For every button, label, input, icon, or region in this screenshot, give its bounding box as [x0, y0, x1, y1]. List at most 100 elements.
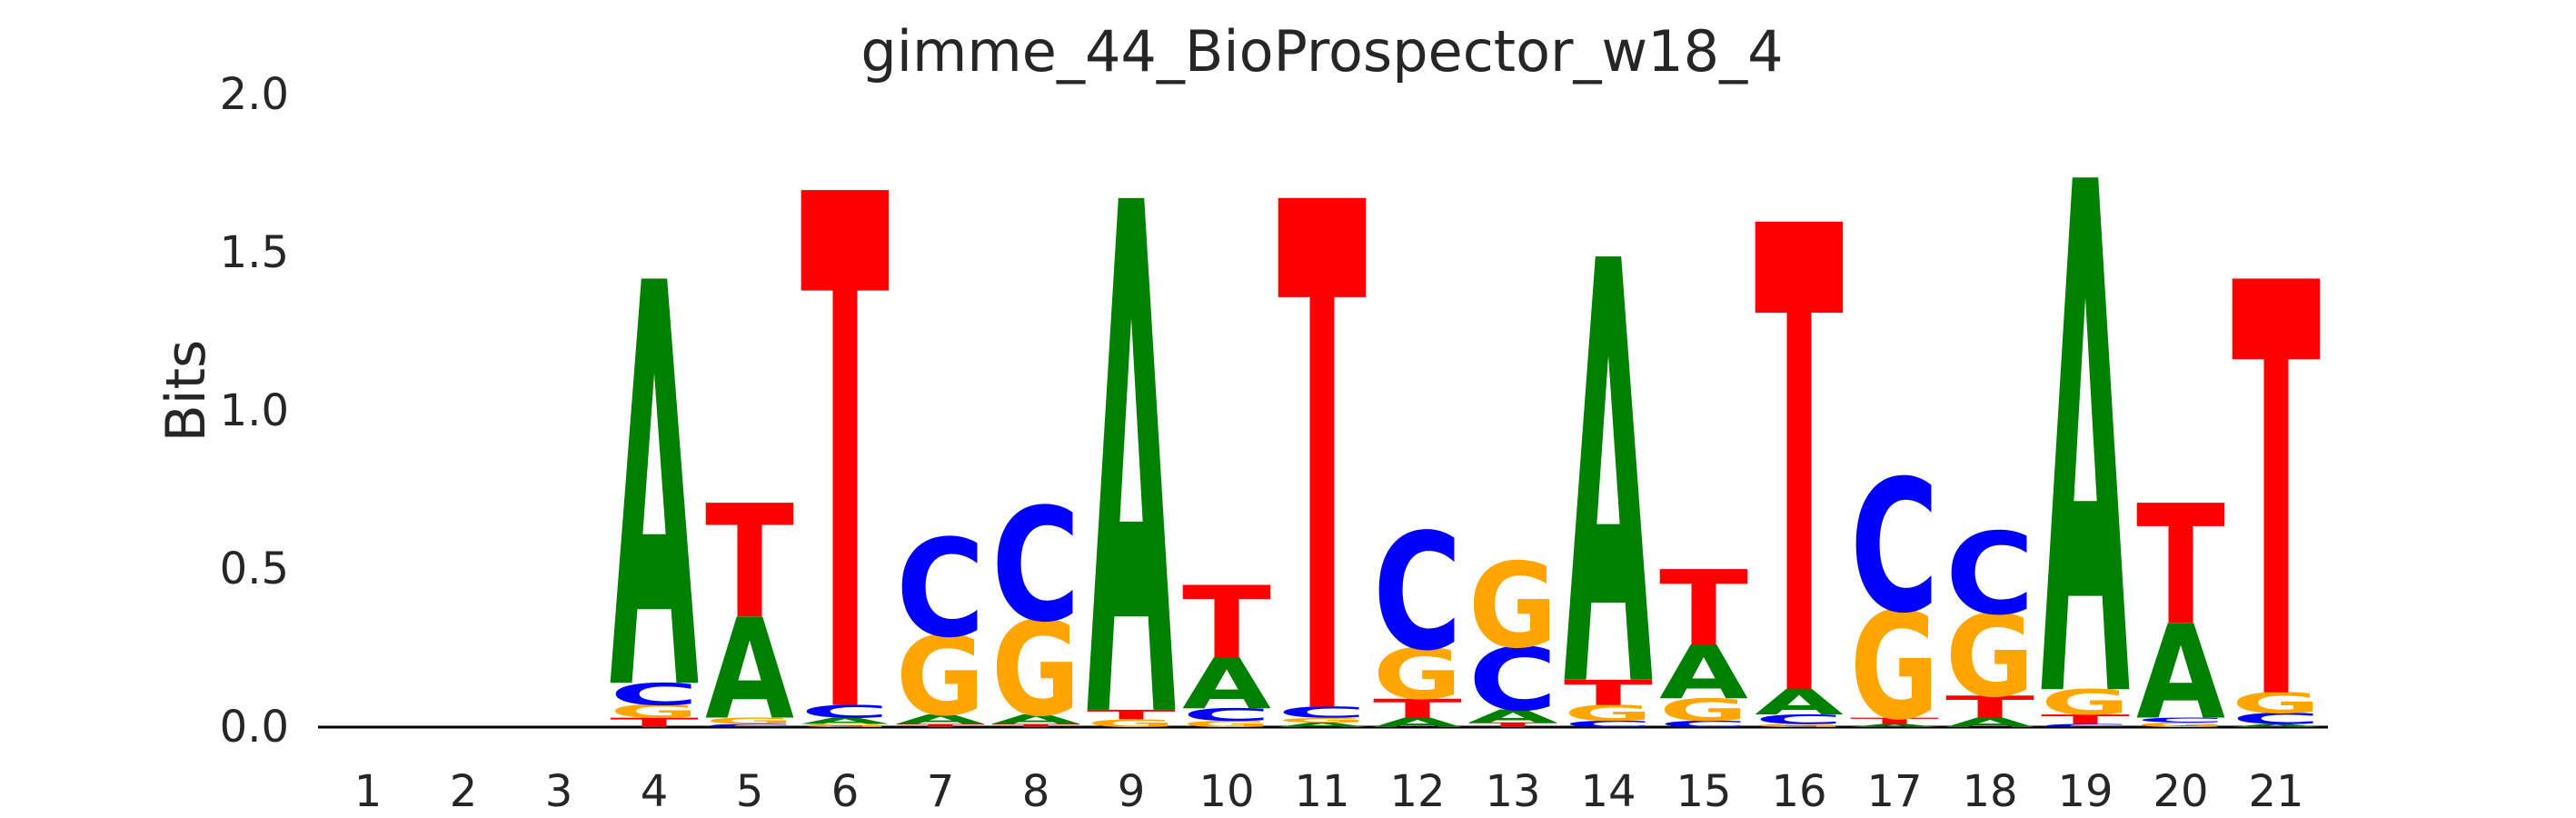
logo-column-9: GTA: [1087, 58, 1177, 818]
logo-letter-G-pos11: G: [1278, 716, 1367, 723]
logo-letter-G-pos20: G: [2136, 721, 2225, 728]
logo-letter-T-pos12: T: [1373, 694, 1462, 724]
logo-letter-T-pos10: T: [1182, 565, 1271, 681]
logo-letter-G-pos8: G: [991, 594, 1080, 746]
logo-letter-T-pos8: T: [991, 723, 1080, 729]
logo-letter-C-pos4: C: [610, 677, 699, 713]
logo-letter-C-pos16: C: [1755, 712, 1844, 727]
logo-letter-A-pos20: A: [2136, 597, 2225, 749]
logo-letter-A-pos10: A: [1182, 643, 1271, 724]
logo-letter-C-pos18: C: [1945, 508, 2034, 640]
x-tick-label-14: 14: [1580, 766, 1636, 817]
logo-letter-T-pos15: T: [1659, 549, 1748, 670]
x-tick-label-20: 20: [2153, 766, 2208, 817]
logo-letter-C-pos12: C: [1373, 499, 1462, 685]
logo-letter-C-pos8: C: [991, 476, 1080, 657]
logo-letter-A-pos21: A: [2232, 723, 2321, 729]
logo-letter-T-pos6: T: [801, 50, 890, 818]
logo-letter-C-pos5: C: [705, 723, 794, 729]
x-tick-label-18: 18: [1962, 766, 2017, 817]
logo-letter-C-pos20: C: [2136, 716, 2225, 723]
y-tick-label-1.0: 1.0: [220, 385, 289, 436]
logo-letter-G-pos12: G: [1373, 633, 1462, 714]
logo-letter-G-pos6: G: [801, 723, 890, 729]
logo-letter-A-pos12: A: [1373, 715, 1462, 731]
x-tick-label-11: 11: [1294, 766, 1349, 817]
logo-letter-A-pos13: A: [1468, 706, 1558, 726]
x-tick-label-16: 16: [1771, 766, 1826, 817]
logo-letter-C-pos10: C: [1182, 704, 1271, 724]
logo-letter-C-pos11: C: [1278, 703, 1367, 722]
logo-letter-A-pos19: A: [2041, 38, 2131, 818]
x-tick-label-4: 4: [641, 766, 669, 817]
logo-letter-C-pos14: C: [1564, 719, 1653, 729]
x-tick-label-2: 2: [450, 766, 478, 817]
logo-letter-A-pos6: A: [801, 716, 890, 726]
y-tick-label-1.5: 1.5: [220, 227, 289, 278]
y-tick-label-2.0: 2.0: [220, 69, 289, 120]
logo-letter-C-pos6: C: [801, 702, 890, 722]
logo-letter-C-pos19: C: [2041, 723, 2130, 729]
x-tick-label-10: 10: [1198, 766, 1254, 817]
logo-letter-C-pos7: C: [896, 511, 985, 667]
logo-letter-T-pos17: T: [1850, 716, 1940, 726]
logo-letter-T-pos20: T: [2136, 470, 2225, 663]
x-tick-label-21: 21: [2248, 766, 2303, 817]
logo-letter-G-pos4: G: [610, 702, 699, 722]
chart-title: gimme_44_BioProspector_w18_4: [860, 18, 1784, 85]
logo-letter-G-pos19: G: [2041, 683, 2130, 723]
logo-letter-A-pos14: A: [1564, 141, 1654, 816]
logo-letter-G-pos17: G: [1850, 581, 1939, 753]
logo-letter-T-pos13: T: [1468, 721, 1557, 728]
logo-letter-A-pos18: A: [1945, 715, 2034, 731]
logo-letter-C-pos17: C: [1850, 443, 1939, 654]
x-tick-label-17: 17: [1866, 766, 1922, 817]
logo-letter-T-pos5: T: [705, 474, 794, 654]
logo-letter-G-pos15: G: [1659, 693, 1748, 728]
x-tick-label-6: 6: [831, 766, 860, 817]
logo-letter-A-pos5: A: [705, 590, 794, 751]
logo-letter-T-pos16: T: [1755, 94, 1845, 818]
x-tick-label-1: 1: [354, 766, 383, 817]
logo-letter-T-pos21: T: [2232, 167, 2322, 818]
logo-letter-G-pos7: G: [896, 614, 985, 741]
logo-letter-A-pos8: A: [991, 712, 1080, 727]
logo-letter-T-pos7: T: [896, 723, 985, 729]
y-tick-label-0.5: 0.5: [220, 544, 289, 594]
logo-letter-G-pos14: G: [1564, 701, 1653, 726]
logo-letter-G-pos10: G: [1182, 719, 1271, 729]
x-tick-label-19: 19: [2057, 766, 2113, 817]
logo-letter-G-pos13: G: [1468, 539, 1557, 675]
logo-letter-G-pos18: G: [1945, 591, 2034, 723]
logo-letter-T-pos9: T: [1087, 707, 1177, 723]
logo-letter-A-pos16: A: [1755, 683, 1845, 723]
x-tick-label-12: 12: [1389, 766, 1445, 817]
y-tick-label-0.0: 0.0: [220, 702, 289, 753]
logo-letter-A-pos7: A: [896, 712, 985, 727]
x-tick-label-8: 8: [1022, 766, 1050, 817]
x-tick-label-5: 5: [736, 766, 764, 817]
x-tick-label-9: 9: [1118, 766, 1146, 817]
logo-letter-T-pos4: T: [610, 715, 700, 731]
logo-letter-C-pos15: C: [1659, 719, 1748, 729]
logo-letter-T-pos14: T: [1564, 673, 1654, 713]
logo-letter-C-pos21: C: [2232, 710, 2321, 728]
logo-letter-T-pos18: T: [1945, 690, 2034, 725]
logo-letter-A-pos17: A: [1850, 723, 1939, 729]
logo-letter-T-pos19: T: [2041, 712, 2131, 727]
x-tick-label-3: 3: [545, 766, 573, 817]
x-tick-label-15: 15: [1676, 766, 1731, 817]
logo-letter-T-pos11: T: [1278, 60, 1368, 818]
